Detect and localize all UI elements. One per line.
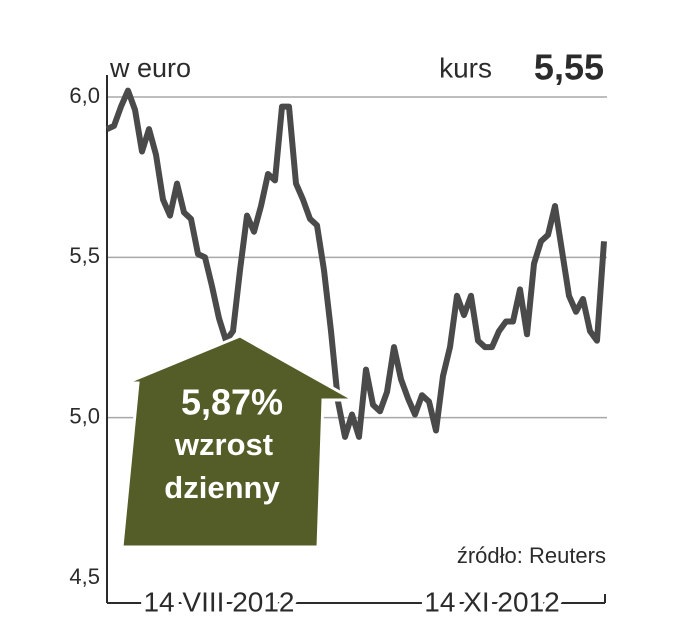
change-text: dzienny xyxy=(164,470,280,505)
y-tick-label: 6,0 xyxy=(69,83,100,108)
x-tick-label: 14 VIII 2012 xyxy=(143,586,294,617)
y-tick-label: 4,5 xyxy=(69,564,100,589)
change-text: wzrost xyxy=(174,427,273,462)
plot xyxy=(105,87,607,440)
source: źródło: Reuters xyxy=(457,543,606,568)
y-tick-label: 5,0 xyxy=(69,403,100,428)
change-arrow xyxy=(120,334,360,549)
x-tick-label: 14 XI 2012 xyxy=(424,586,559,617)
unit-label: w euro xyxy=(109,53,191,83)
y-tick-label: 5,5 xyxy=(69,243,100,268)
price: 5,55 xyxy=(534,47,604,88)
price-line xyxy=(105,87,607,440)
price-label: kurs xyxy=(439,52,492,83)
change: 5,87% xyxy=(181,382,283,423)
